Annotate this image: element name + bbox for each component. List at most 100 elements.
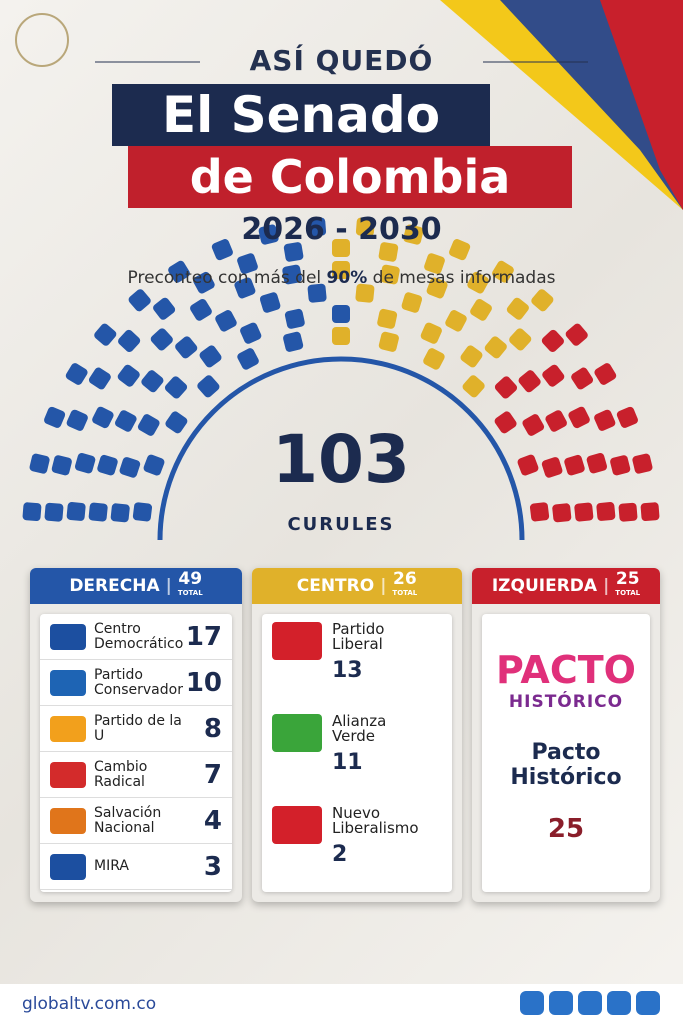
seat xyxy=(282,264,302,285)
bloc-header: IZQUIERDA | 25 TOTAL xyxy=(472,568,660,604)
seat xyxy=(564,454,585,476)
seat xyxy=(420,322,442,344)
youtube-icon[interactable] xyxy=(607,991,631,1015)
seat xyxy=(258,224,279,245)
site-link[interactable]: globaltv.com.co xyxy=(22,994,157,1014)
seat xyxy=(586,453,608,474)
bloc-name: IZQUIERDA xyxy=(491,576,598,596)
seat xyxy=(44,406,66,428)
seat xyxy=(237,348,259,370)
seat xyxy=(190,298,212,321)
seat xyxy=(66,502,86,521)
seat xyxy=(506,297,529,320)
party-logo xyxy=(272,714,322,752)
bloc-total-box: 26 TOTAL xyxy=(392,571,417,600)
bloc-card: DERECHA | 49 TOTAL Centro Democrático 17 Parti… xyxy=(30,568,242,902)
seat xyxy=(193,271,215,294)
bloc-total: 49 xyxy=(178,569,203,589)
bloc-header: DERECHA | 49 TOTAL xyxy=(30,568,242,604)
title-line1: El Senado xyxy=(112,84,490,146)
party-row: Nuevo Liberalismo 2 xyxy=(262,798,452,876)
hemicycle: 103 CURULES xyxy=(15,0,683,541)
party-seats: 10 xyxy=(185,667,222,698)
seat xyxy=(175,336,198,359)
seat xyxy=(283,331,304,352)
party-name: Partido Conservador xyxy=(94,666,183,698)
seat xyxy=(237,253,258,274)
seat xyxy=(529,502,550,522)
seat xyxy=(74,453,96,474)
facebook-icon[interactable] xyxy=(549,991,573,1015)
party-name: Alianza Verde xyxy=(332,712,387,745)
party-name: Cambio Radical xyxy=(94,758,148,790)
seat xyxy=(119,457,141,478)
seat xyxy=(92,406,114,429)
bloc-total-label: TOTAL xyxy=(177,589,203,597)
bloc-total-label: TOTAL xyxy=(615,589,641,597)
seat xyxy=(380,264,400,285)
party-row: Centro Democrático 17 xyxy=(40,614,232,660)
separator: | xyxy=(165,576,172,596)
seat xyxy=(259,292,281,313)
seat xyxy=(332,239,350,257)
seat xyxy=(424,253,445,274)
party-row: MIRA 3 xyxy=(40,844,232,890)
party-info: Nuevo Liberalismo 2 xyxy=(332,806,422,868)
bloc-header: CENTRO | 26 TOTAL xyxy=(252,568,462,604)
party-name: Pacto Histórico xyxy=(510,740,622,790)
seat xyxy=(118,329,141,353)
flag-red xyxy=(600,0,683,210)
x-icon[interactable] xyxy=(636,991,660,1015)
seat xyxy=(517,454,539,476)
seat xyxy=(378,331,399,352)
seat xyxy=(616,406,638,428)
seat xyxy=(110,503,130,523)
separator: | xyxy=(380,576,387,596)
party-logo xyxy=(272,806,322,844)
seat xyxy=(522,414,545,436)
seat xyxy=(494,411,517,434)
seat xyxy=(571,367,594,390)
seat xyxy=(234,277,256,299)
emblem xyxy=(15,13,69,67)
bloc-total: 25 xyxy=(615,569,640,589)
seat xyxy=(355,283,375,303)
seat xyxy=(307,283,327,303)
party-logo xyxy=(50,761,86,788)
seat xyxy=(565,323,588,346)
party-logo xyxy=(50,715,86,742)
subtitle-text: Preconteo con más del xyxy=(127,268,322,288)
seat xyxy=(165,411,188,434)
seat xyxy=(423,348,445,370)
party-seats: 2 xyxy=(332,842,348,867)
seat xyxy=(332,327,350,345)
party-seats: 11 xyxy=(332,750,363,775)
seat xyxy=(51,455,72,476)
party-name: MIRA xyxy=(94,858,129,874)
seat xyxy=(494,376,518,399)
party-seats: 17 xyxy=(185,621,222,652)
seat xyxy=(168,260,190,283)
seat xyxy=(509,328,532,351)
seat xyxy=(22,502,42,522)
seat xyxy=(618,502,638,522)
seat xyxy=(199,345,222,368)
seat xyxy=(29,453,50,474)
instagram-icon[interactable] xyxy=(578,991,602,1015)
total-label: CURULES xyxy=(287,514,394,535)
bloc-card: CENTRO | 26 TOTAL Partido Liberal 13 Alianza V… xyxy=(252,568,462,902)
seat xyxy=(426,277,448,299)
party-name: Centro Democrático xyxy=(94,620,184,652)
seat xyxy=(153,297,176,320)
seat xyxy=(215,310,237,332)
seat xyxy=(150,328,173,351)
seat xyxy=(137,414,160,436)
party-seats: 7 xyxy=(203,759,222,790)
party-row: Salvación Nacional 4 xyxy=(40,798,232,844)
bloc-name: CENTRO xyxy=(296,576,375,596)
tiktok-icon[interactable] xyxy=(520,991,544,1015)
seat xyxy=(460,345,483,368)
seat xyxy=(132,502,153,522)
party-row: Partido Liberal 13 xyxy=(262,614,452,692)
